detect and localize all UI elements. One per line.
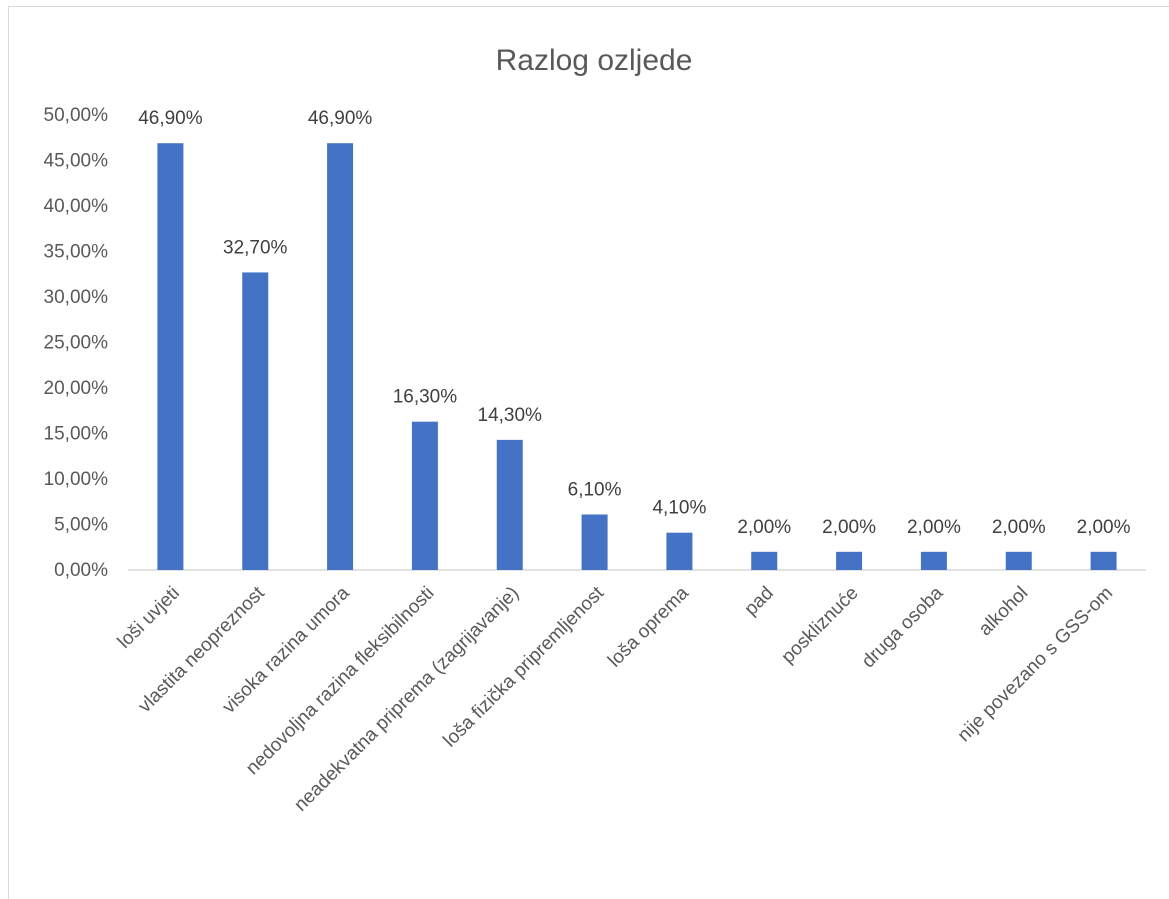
bar	[920, 551, 947, 570]
data-label: 16,30%	[393, 387, 458, 408]
y-tick-label: 10,00%	[44, 469, 109, 490]
data-label: 46,90%	[138, 108, 203, 129]
x-tick-label: alkohol	[975, 583, 1032, 640]
y-tick-label: 45,00%	[44, 151, 109, 172]
data-label: 4,10%	[652, 498, 706, 519]
x-tick-label: loši uvjeti	[114, 583, 184, 653]
data-label: 6,10%	[568, 479, 622, 500]
data-label: 2,00%	[737, 517, 791, 538]
data-label: 46,90%	[308, 108, 373, 129]
bar	[242, 272, 269, 570]
y-tick-label: 50,00%	[44, 105, 109, 126]
y-tick-label: 25,00%	[44, 333, 109, 354]
y-tick-label: 35,00%	[44, 242, 109, 263]
data-label: 2,00%	[992, 517, 1046, 538]
y-tick-label: 20,00%	[44, 378, 109, 399]
x-tick-label: druga osoba	[858, 582, 948, 672]
chart-frame	[8, 6, 1169, 899]
y-tick-label: 30,00%	[44, 287, 109, 308]
x-tick-label: loša oprema	[604, 582, 693, 671]
data-labels: 46,90% 32,70% 46,90% 16,30% 14,30% 6,10% 4,10%…	[138, 108, 1130, 538]
data-label: 2,00%	[822, 517, 876, 538]
y-tick-label: 0,00%	[54, 560, 108, 581]
y-tick-label: 40,00%	[44, 196, 109, 217]
x-tick-label: pad	[741, 583, 778, 620]
data-label: 32,70%	[223, 237, 288, 258]
bar	[751, 551, 778, 570]
data-label: 2,00%	[1077, 517, 1131, 538]
data-label: 2,00%	[907, 517, 961, 538]
x-tick-label: loša fizička pripremljenost	[439, 582, 608, 751]
x-tick-label: nije povezano s GSS-om	[954, 583, 1117, 746]
chart-title: Razlog ozljede	[496, 44, 693, 77]
bar	[327, 143, 354, 570]
bar	[581, 514, 608, 570]
y-tick-label: 15,00%	[44, 424, 109, 445]
data-label: 14,30%	[478, 405, 543, 426]
bars	[157, 143, 1117, 570]
bar	[666, 532, 693, 570]
bar	[496, 439, 523, 570]
bar	[1090, 551, 1117, 570]
bar	[157, 143, 184, 570]
bar	[411, 421, 438, 570]
bar	[836, 551, 863, 570]
x-tick-label: poskliznuće	[778, 583, 863, 668]
y-axis-tick-labels: 0,00% 5,00% 10,00% 15,00% 20,00% 25,00% 30,00%…	[44, 105, 109, 581]
bar	[1005, 551, 1032, 570]
y-tick-label: 5,00%	[54, 515, 108, 536]
